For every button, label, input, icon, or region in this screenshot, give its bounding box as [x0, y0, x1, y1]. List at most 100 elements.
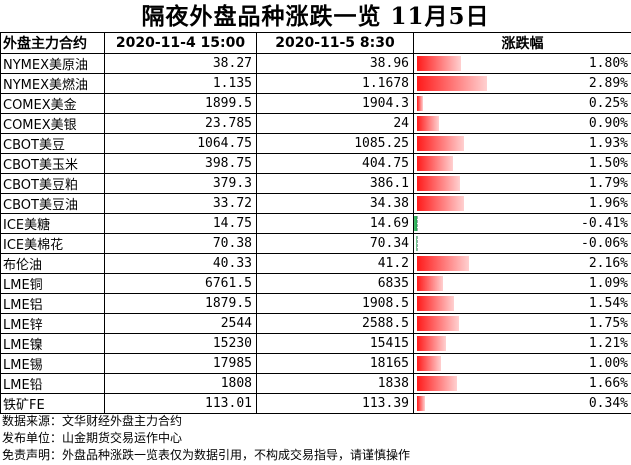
- contract-name: LME锡: [0, 353, 105, 374]
- footer-notes: 数据来源：文华财经外盘主力合约 发布单位：山金期货交易运作中心 免责声明：外盘品…: [2, 413, 629, 464]
- price-prev: 1064.75: [104, 133, 257, 154]
- price-prev: 379.3: [104, 173, 257, 194]
- change-cell: 1.00%: [413, 353, 631, 374]
- price-curr: 1908.5: [256, 293, 414, 314]
- change-bar-up: [417, 56, 461, 71]
- price-prev: 113.01: [104, 393, 257, 414]
- change-bar-up: [417, 296, 455, 311]
- table-header-row: 外盘主力合约 2020-11-4 15:00 2020-11-5 8:30 涨跌…: [0, 32, 631, 54]
- price-prev: 2544: [104, 313, 257, 334]
- change-cell: -0.41%: [413, 213, 631, 234]
- price-prev: 33.72: [104, 193, 257, 214]
- change-cell: 2.16%: [413, 253, 631, 274]
- price-prev: 40.33: [104, 253, 257, 274]
- commodity-table: 外盘主力合约 2020-11-4 15:00 2020-11-5 8:30 涨跌…: [0, 32, 631, 414]
- table-row: LME铜 6761.5 6835 1.09%: [0, 273, 631, 294]
- price-prev: 17985: [104, 353, 257, 374]
- table-row: NYMEX美原油 38.27 38.96 1.80%: [0, 53, 631, 74]
- table-row: LME铅 1808 1838 1.66%: [0, 373, 631, 394]
- change-cell: 0.25%: [413, 93, 631, 114]
- price-prev: 70.38: [104, 233, 257, 254]
- header-date1: 2020-11-4 15:00: [104, 32, 257, 54]
- price-curr: 6835: [256, 273, 414, 294]
- table-row: COMEX美银 23.785 24 0.90%: [0, 113, 631, 134]
- price-curr: 2588.5: [256, 313, 414, 334]
- table-row: ICE美棉花 70.38 70.34 -0.06%: [0, 233, 631, 254]
- contract-name: ICE美棉花: [0, 233, 105, 254]
- contract-name: ICE美糖: [0, 213, 105, 234]
- price-curr: 14.69: [256, 213, 414, 234]
- contract-name: LME铜: [0, 273, 105, 294]
- price-curr: 1085.25: [256, 133, 414, 154]
- contract-name: CBOT美玉米: [0, 153, 105, 174]
- footer-disclaimer: 免责声明：外盘品种涨跌一览表仅为数据引用，不构成交易指导，请谨慎操作: [2, 448, 411, 462]
- change-bar-up: [417, 136, 464, 151]
- table-row: CBOT美豆油 33.72 34.38 1.96%: [0, 193, 631, 214]
- change-cell: 0.34%: [413, 393, 631, 414]
- contract-name: CBOT美豆油: [0, 193, 105, 214]
- change-pct-label: 0.34%: [588, 396, 628, 411]
- table-row: LME锡 17985 18165 1.00%: [0, 353, 631, 374]
- change-cell: 1.21%: [413, 333, 631, 354]
- footer-source: 数据来源：文华财经外盘主力合约: [2, 414, 183, 428]
- contract-name: CBOT美豆: [0, 133, 105, 154]
- contract-name: 布伦油: [0, 253, 105, 274]
- change-pct-label: 2.16%: [588, 256, 628, 271]
- change-cell: 0.90%: [413, 113, 631, 134]
- price-prev: 15230: [104, 333, 257, 354]
- page-title: 隔夜外盘品种涨跌一览 11月5日: [141, 3, 490, 30]
- contract-name: CBOT美豆粕: [0, 173, 105, 194]
- change-pct-label: -0.06%: [581, 236, 628, 251]
- price-curr: 386.1: [256, 173, 414, 194]
- footer-publisher: 发布单位：山金期货交易运作中心: [2, 431, 183, 445]
- change-bar-up: [417, 76, 487, 91]
- change-cell: 1.79%: [413, 173, 631, 194]
- change-pct-label: 1.00%: [588, 356, 628, 371]
- table-row: 铁矿FE 113.01 113.39 0.34%: [0, 393, 631, 414]
- change-cell: 1.66%: [413, 373, 631, 394]
- table-row: CBOT美豆粕 379.3 386.1 1.79%: [0, 173, 631, 194]
- price-prev: 23.785: [104, 113, 257, 134]
- change-pct-label: 0.90%: [588, 116, 628, 131]
- price-curr: 113.39: [256, 393, 414, 414]
- change-pct-label: 1.54%: [588, 296, 628, 311]
- price-curr: 15415: [256, 333, 414, 354]
- price-curr: 18165: [256, 353, 414, 374]
- table-row: LME锌 2544 2588.5 1.75%: [0, 313, 631, 334]
- price-prev: 14.75: [104, 213, 257, 234]
- price-curr: 70.34: [256, 233, 414, 254]
- change-cell: 1.96%: [413, 193, 631, 214]
- change-pct-label: 1.21%: [588, 336, 628, 351]
- price-prev: 1899.5: [104, 93, 257, 114]
- table-row: COMEX美金 1899.5 1904.3 0.25%: [0, 93, 631, 114]
- change-pct-label: 1.09%: [588, 276, 628, 291]
- contract-name: COMEX美金: [0, 93, 105, 114]
- change-pct-label: 1.96%: [588, 196, 628, 211]
- change-bar-up: [417, 316, 460, 331]
- table-row: LME镍 15230 15415 1.21%: [0, 333, 631, 354]
- change-bar-up: [417, 96, 424, 111]
- change-cell: 1.75%: [413, 313, 631, 334]
- price-prev: 38.27: [104, 53, 257, 74]
- change-cell: 1.50%: [413, 153, 631, 174]
- change-cell: 2.89%: [413, 73, 631, 94]
- change-bar-up: [417, 256, 470, 271]
- table-row: CBOT美豆 1064.75 1085.25 1.93%: [0, 133, 631, 154]
- table-row: ICE美糖 14.75 14.69 -0.41%: [0, 213, 631, 234]
- change-bar-up: [417, 396, 426, 411]
- change-cell: 1.54%: [413, 293, 631, 314]
- change-bar-up: [417, 176, 461, 191]
- change-bar-down: [415, 236, 417, 251]
- bar-zero-line: [417, 236, 418, 251]
- change-bar-up: [417, 196, 465, 211]
- table-row: NYMEX美燃油 1.135 1.1678 2.89%: [0, 73, 631, 94]
- contract-name: LME铝: [0, 293, 105, 314]
- change-bar-up: [417, 376, 458, 391]
- contract-name: NYMEX美燃油: [0, 73, 105, 94]
- contract-name: 铁矿FE: [0, 393, 105, 414]
- change-pct-label: 1.75%: [588, 316, 628, 331]
- change-bar-up: [417, 156, 454, 171]
- change-pct-label: 1.80%: [588, 56, 628, 71]
- change-pct-label: 1.50%: [588, 156, 628, 171]
